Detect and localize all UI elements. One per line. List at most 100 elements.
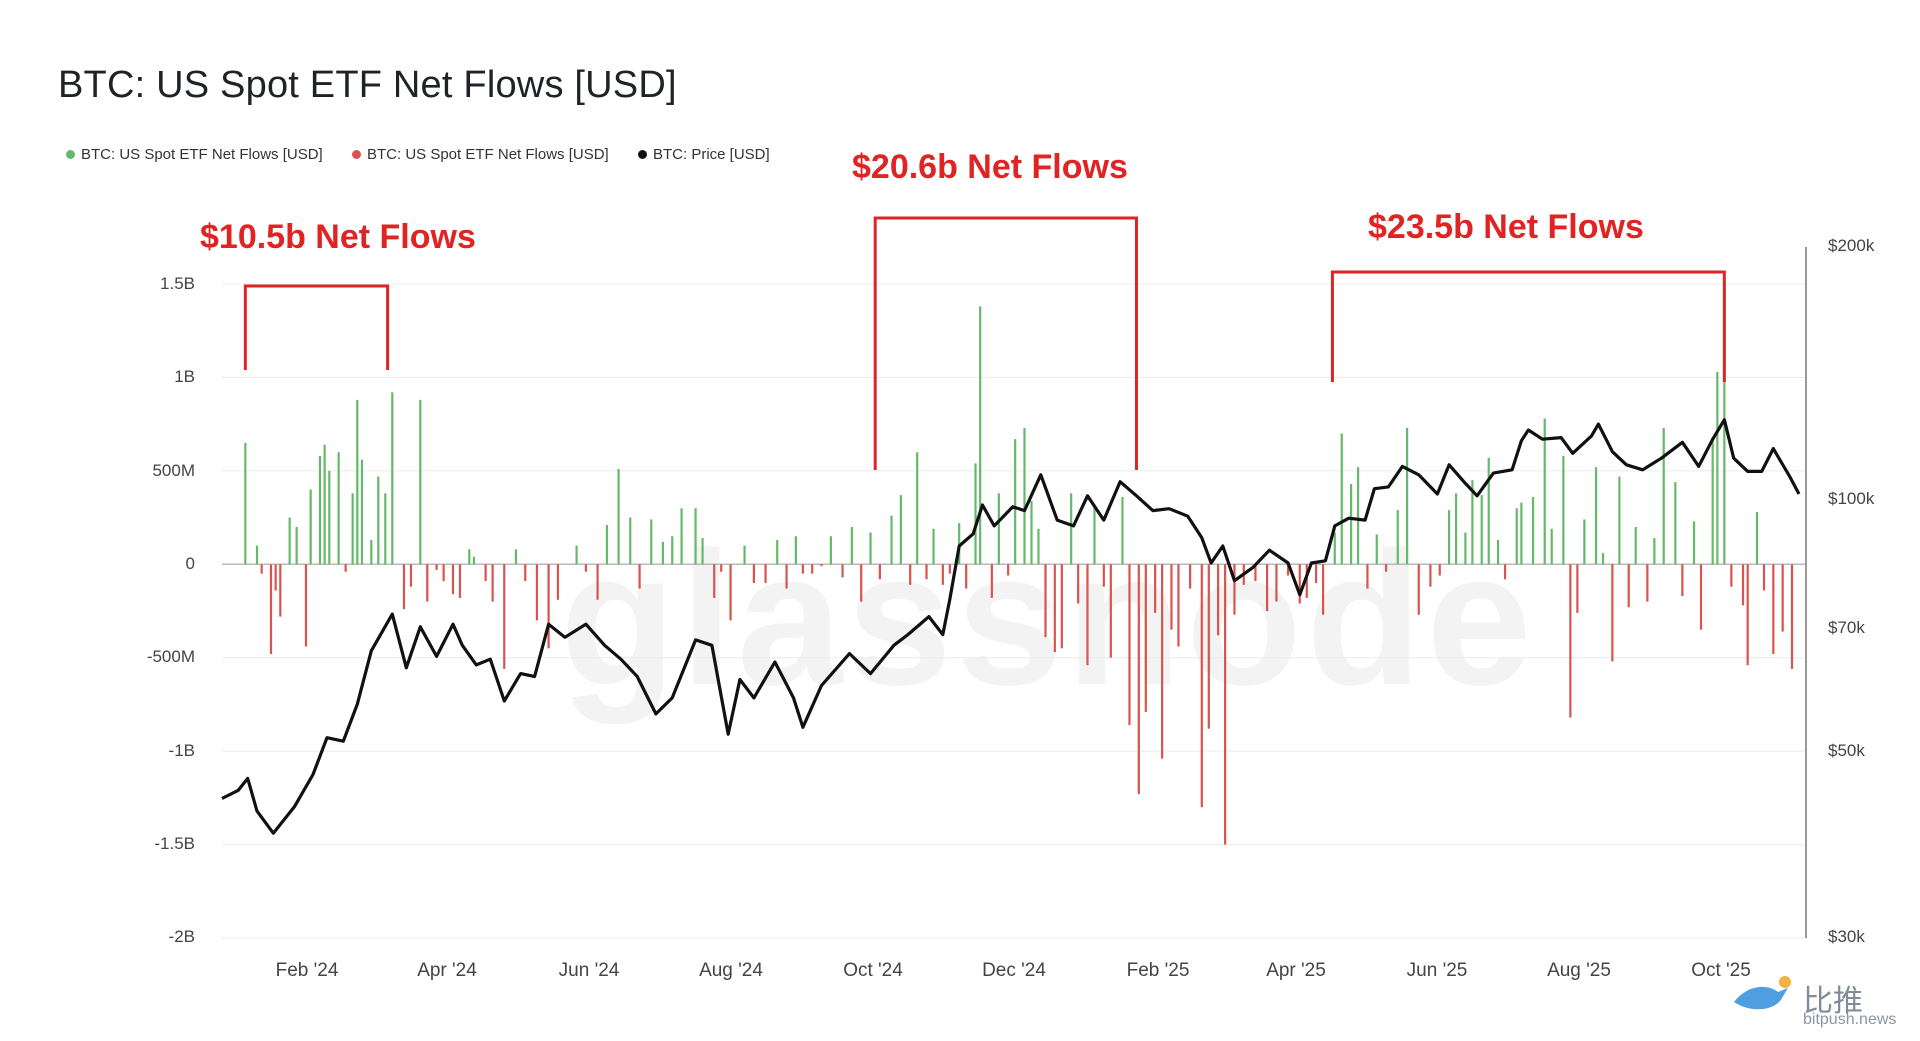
outflow-bar xyxy=(820,564,823,567)
outflow-bar xyxy=(409,564,413,587)
outflow-bar xyxy=(1060,564,1063,649)
annotation-bracket-1 xyxy=(243,284,390,370)
outflow-bar xyxy=(1102,564,1105,587)
outflow-bar xyxy=(841,564,844,578)
inflow-bar xyxy=(472,556,476,565)
annotation-label-2: $20.6b Net Flows xyxy=(852,148,1128,186)
chart-title: BTC: US Spot ETF Net Flows [USD] xyxy=(58,64,677,106)
inflow-bar xyxy=(360,459,364,565)
inflow-bar xyxy=(617,468,620,565)
outflow-bar xyxy=(909,564,912,585)
annotation-label-1: $10.5b Net Flows xyxy=(200,218,476,256)
outflow-bar xyxy=(1144,564,1147,712)
outflow-bar xyxy=(1177,564,1180,647)
outflow-bar xyxy=(491,564,494,602)
outflow-bar xyxy=(1762,564,1766,591)
legend-label-price: BTC: Price [USD] xyxy=(653,146,770,163)
outflow-bar xyxy=(274,564,277,591)
inflow-bar xyxy=(309,489,312,565)
outflow-bar xyxy=(524,564,527,582)
outflow-bar xyxy=(1746,564,1749,666)
outflow-bar xyxy=(1366,564,1369,589)
inflow-bar xyxy=(1562,455,1565,565)
inflow-bar xyxy=(958,523,961,565)
outflow-bar xyxy=(1646,564,1649,602)
outflow-bar xyxy=(752,564,755,583)
legend-black-dot-icon xyxy=(638,150,647,159)
outflow-bar xyxy=(1044,564,1047,638)
inflow-bar xyxy=(650,519,653,565)
inflow-bar xyxy=(295,526,298,565)
inflow-bar xyxy=(1755,511,1759,565)
y2-tick-3: $70k xyxy=(1828,618,1865,637)
legend-item-inflows[interactable]: BTC: US Spot ETF Net Flows [USD] xyxy=(66,146,323,163)
outflow-bar xyxy=(402,564,406,610)
inflow-bar xyxy=(468,549,471,565)
outflow-bar xyxy=(1161,564,1164,759)
y-tick-6: -1B xyxy=(168,741,195,760)
inflow-bar xyxy=(979,306,982,565)
outflow-bar xyxy=(990,564,993,598)
outflow-bar xyxy=(442,564,445,582)
outflow-bar xyxy=(1189,564,1192,589)
inflow-bar xyxy=(869,532,872,565)
outflow-bar xyxy=(860,564,863,602)
inflow-bar xyxy=(1674,482,1677,565)
inflow-bar xyxy=(384,493,387,565)
bird-logo-icon xyxy=(1734,976,1791,1010)
inflow-bar xyxy=(1520,502,1523,565)
y-tick-8: -2B xyxy=(168,927,195,946)
legend-item-outflows[interactable]: BTC: US Spot ETF Net Flows [USD] xyxy=(352,146,609,163)
inflow-bar xyxy=(1030,500,1033,565)
annotation-bracket-3 xyxy=(1330,270,1726,382)
outflow-bar xyxy=(458,564,462,598)
inflow-bar xyxy=(1711,437,1714,565)
inflow-bar xyxy=(337,452,340,565)
x-tick-oct24: Oct '24 xyxy=(843,960,903,981)
outflow-bar xyxy=(1741,564,1745,606)
inflow-bar xyxy=(629,517,632,565)
inflow-bar xyxy=(997,493,1000,565)
legend-label-outflows: BTC: US Spot ETF Net Flows [USD] xyxy=(367,146,609,163)
outflow-bar xyxy=(503,564,506,669)
logo-url: bitpush.news xyxy=(1803,1011,1897,1028)
outflow-bar xyxy=(925,564,928,580)
inflow-bar xyxy=(575,545,578,565)
outflow-bar xyxy=(1207,564,1210,729)
inflow-bar xyxy=(1037,528,1040,565)
inflow-bar xyxy=(1634,526,1637,565)
outflow-bar xyxy=(1086,564,1089,666)
outflow-bar xyxy=(1772,564,1775,654)
outflow-bar xyxy=(1305,564,1308,598)
outflow-bar xyxy=(1224,564,1227,845)
outflow-bar xyxy=(1137,564,1140,795)
inflow-bar xyxy=(1653,538,1656,565)
outflow-bar xyxy=(1576,564,1579,613)
x-tick-dec24: Dec '24 xyxy=(982,960,1046,981)
inflow-bar xyxy=(377,476,380,565)
inflow-bar xyxy=(288,517,291,565)
outflow-bar xyxy=(1611,564,1614,662)
inflow-bar xyxy=(1454,493,1458,565)
outflow-bar xyxy=(1233,564,1236,615)
outflow-bar xyxy=(596,564,599,600)
legend-item-price[interactable]: BTC: Price [USD] xyxy=(638,146,770,163)
outflow-bar xyxy=(941,564,944,585)
inflow-bar xyxy=(1121,497,1124,565)
outflow-bar xyxy=(1077,564,1080,604)
inflow-bar xyxy=(1375,534,1378,565)
inflow-bar xyxy=(356,399,359,565)
outflow-bar xyxy=(426,564,429,602)
x-tick-apr25: Apr '25 xyxy=(1266,960,1326,981)
outflow-bar xyxy=(584,564,588,572)
inflow-bar xyxy=(1405,427,1409,565)
outflow-bar xyxy=(1275,564,1278,602)
outflow-bar xyxy=(1322,564,1325,615)
outflow-bar xyxy=(965,564,968,589)
y-tick-5: -500M xyxy=(146,647,195,666)
outflow-bar xyxy=(535,564,539,621)
outflow-bar xyxy=(1170,564,1173,630)
outflow-bar xyxy=(811,564,814,574)
outflow-bar xyxy=(451,564,455,595)
inflow-bar xyxy=(419,399,422,565)
